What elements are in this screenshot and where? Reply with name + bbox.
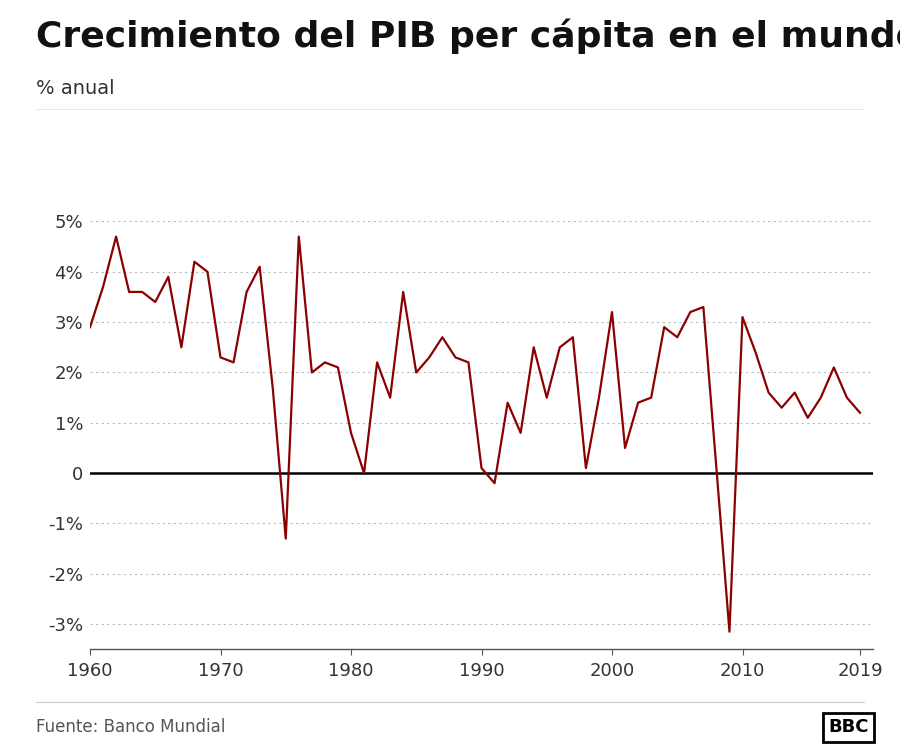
Text: Fuente: Banco Mundial: Fuente: Banco Mundial [36,718,225,736]
Text: BBC: BBC [828,718,868,736]
Text: % anual: % anual [36,79,114,98]
Text: Crecimiento del PIB per cápita en el mundo: Crecimiento del PIB per cápita en el mun… [36,19,900,54]
